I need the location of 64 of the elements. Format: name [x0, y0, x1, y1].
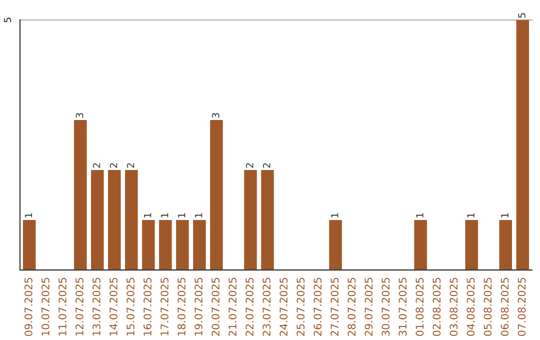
data-label: 1	[144, 213, 152, 218]
x-tick-label: 07.08.2025	[518, 278, 526, 336]
x-tick-label: 30.07.2025	[382, 278, 390, 336]
bar	[499, 220, 512, 270]
bar	[108, 170, 121, 270]
data-label: 1	[331, 213, 338, 218]
x-tick-label: 15.07.2025	[126, 278, 134, 336]
bar	[210, 120, 223, 270]
bar	[414, 220, 427, 270]
x-tick-label: 29.07.2025	[364, 278, 373, 336]
bar	[91, 170, 104, 270]
bar	[261, 170, 274, 270]
x-tick-label: 02.08.2025	[432, 278, 441, 336]
data-label: 1	[161, 213, 168, 218]
data-label: 2	[246, 163, 254, 168]
data-label: 3	[212, 113, 220, 118]
x-tick-label: 25.07.2025	[296, 278, 305, 336]
x-tick-label: 26.07.2025	[314, 278, 322, 336]
bar	[329, 220, 342, 270]
bar	[142, 220, 155, 270]
x-tick-label: 23.07.2025	[262, 278, 271, 336]
data-label: 3	[76, 113, 84, 118]
data-label: 5	[518, 13, 526, 18]
x-tick-label: 17.07.2025	[160, 278, 168, 336]
data-label: 2	[262, 163, 270, 168]
x-tick-label: 18.07.2025	[178, 278, 186, 336]
x-tick-label: 05.08.2025	[484, 278, 492, 336]
x-tick-label: 27.07.2025	[330, 278, 339, 336]
bar	[159, 220, 172, 270]
x-tick-label: 01.08.2025	[416, 278, 424, 336]
bar	[74, 120, 87, 270]
bar	[176, 220, 189, 270]
data-label: 1	[24, 213, 32, 218]
x-tick-label: 10.07.2025	[42, 278, 50, 336]
x-tick-label: 09.07.2025	[24, 278, 32, 336]
x-tick-label: 03.08.2025	[450, 278, 458, 336]
x-tick-label: 28.07.2025	[348, 278, 356, 336]
data-label: 2	[110, 163, 118, 168]
x-tick-label: 14.07.2025	[110, 278, 118, 336]
x-tick-label: 06.08.2025	[500, 278, 509, 336]
bar	[22, 220, 36, 270]
bar	[193, 220, 206, 270]
bar	[244, 170, 257, 270]
x-tick-label: 16.07.2025	[144, 278, 152, 336]
data-label: 2	[92, 163, 100, 168]
data-label: 1	[501, 213, 508, 218]
bar	[465, 220, 478, 270]
data-label: 1	[467, 213, 474, 218]
data-label: 1	[195, 213, 202, 218]
x-tick-label: 11.07.2025	[58, 278, 66, 336]
bar	[125, 170, 138, 270]
x-tick-label: 21.07.2025	[228, 278, 236, 336]
x-tick-label: 13.07.2025	[92, 278, 100, 336]
data-label: 2	[126, 163, 134, 168]
x-tick-label: 22.07.2025	[246, 278, 254, 336]
x-tick-label: 24.07.2025	[280, 278, 288, 336]
data-label: 1	[178, 213, 186, 218]
x-tick-label: 04.08.2025	[466, 278, 475, 336]
bar	[516, 20, 530, 270]
x-tick-label: 20.07.2025	[212, 278, 220, 336]
data-label: 1	[416, 213, 424, 218]
x-tick-label: 31.07.2025	[398, 278, 407, 336]
x-tick-label: 19.07.2025	[194, 278, 202, 336]
x-tick-label: 12.07.2025	[76, 278, 84, 336]
